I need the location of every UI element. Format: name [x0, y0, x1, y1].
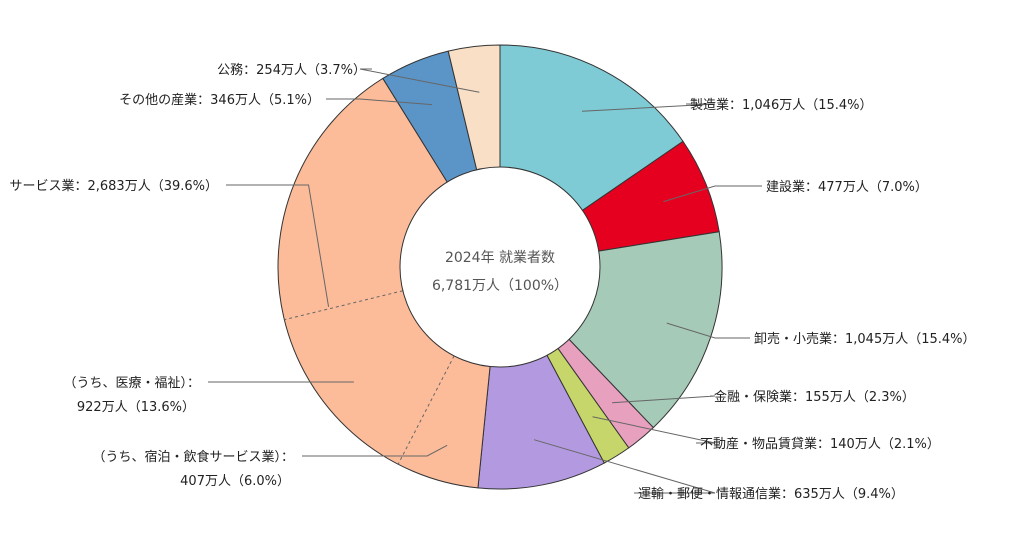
- label-transport-info: 運輸・郵便・情報通信業：635万人（9.4%）: [638, 486, 904, 502]
- center-total: 6,781万人（100%）: [432, 278, 568, 294]
- donut-hole: [399, 166, 601, 368]
- label-wholesale-retail: 卸売・小売業：1,045万人（15.4%）: [754, 331, 976, 347]
- center-title: 2024年 就業者数: [445, 250, 555, 266]
- leader-construction: [663, 185, 762, 203]
- sub-divider-medical-welfare: [284, 290, 403, 321]
- label-lodging-food-line1: （うち、宿泊・飲食サービス業）：: [92, 449, 294, 465]
- label-lodging-food-line2: 407万人（6.0%）: [180, 474, 290, 489]
- leader-services: [226, 184, 330, 307]
- label-other-industries: その他の産業：346万人（5.1%）: [119, 92, 320, 108]
- sub-divider-lodging-food: [397, 355, 455, 465]
- label-medical-welfare-line2: 922万人（13.6%）: [77, 400, 195, 415]
- leader-transport_info: [533, 439, 716, 494]
- leader-other_industries: [326, 98, 433, 106]
- leader-manufacturing: [581, 103, 716, 112]
- sub-division-lines: [284, 290, 455, 465]
- leader-public_service: [359, 68, 480, 93]
- leader-lodging_food: [302, 444, 448, 457]
- leader-real_estate: [592, 416, 716, 444]
- label-finance-insurance: 金融・保険業：155万人（2.3%）: [714, 389, 915, 405]
- leader-lines: [208, 68, 762, 494]
- leader-wholesale_retail: [666, 322, 750, 339]
- label-medical-welfare-line1: （うち、医療・福祉）：: [63, 376, 200, 391]
- slice-labels: 製造業：1,046万人（15.4%） 建設業：477万人（7.0%） 卸売・小売…: [9, 63, 975, 502]
- label-public-service: 公務：254万人（3.7%）: [217, 63, 366, 78]
- label-real-estate: 不動産・物品賃貸業：140万人（2.1%）: [700, 436, 940, 452]
- label-manufacturing: 製造業：1,046万人（15.4%）: [690, 97, 873, 113]
- label-services: サービス業：2,683万人（39.6%）: [9, 178, 218, 194]
- label-construction: 建設業：477万人（7.0%）: [766, 179, 928, 195]
- slice-services: [277, 77, 501, 489]
- leader-finance_insurance: [612, 395, 716, 404]
